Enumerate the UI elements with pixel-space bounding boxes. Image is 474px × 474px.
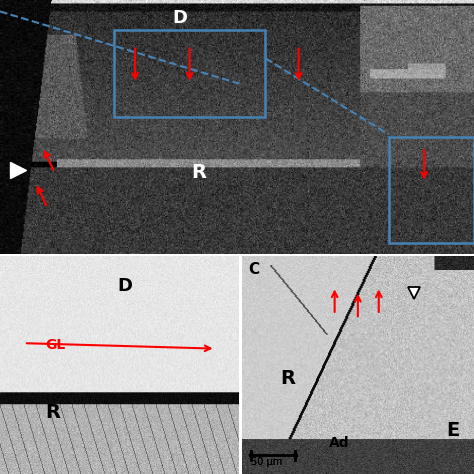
Text: D: D [117, 277, 132, 295]
Text: GL: GL [46, 337, 66, 352]
Text: R: R [281, 369, 296, 388]
Text: 50 μm: 50 μm [251, 457, 283, 467]
Text: E: E [447, 421, 460, 440]
Text: Ad: Ad [329, 437, 350, 450]
Text: C: C [249, 262, 260, 276]
Text: D: D [173, 9, 188, 27]
Text: R: R [191, 163, 207, 182]
Bar [389, 137, 474, 244]
Text: 50 μm: 50 μm [251, 457, 283, 467]
Text: R: R [45, 403, 60, 422]
Bar [114, 30, 265, 117]
